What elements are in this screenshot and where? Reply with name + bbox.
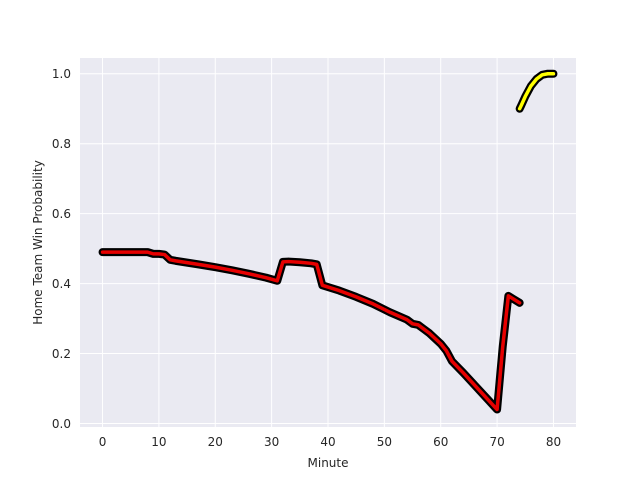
x-tick-label: 70 [489,435,504,449]
x-tick-labels: 0 10 20 30 40 50 60 70 80 [99,435,561,449]
x-tick-label: 50 [377,435,392,449]
x-tick-label: 10 [151,435,166,449]
y-tick-label: 0.0 [52,417,71,431]
x-tick-label: 30 [264,435,279,449]
series-lines [98,69,558,414]
y-tick-label: 0.4 [52,277,71,291]
x-tick-label: 20 [208,435,223,449]
y-tick-labels: 0.0 0.2 0.4 0.6 0.8 1.0 [52,67,71,431]
series-line [100,250,522,412]
gridlines [80,58,576,427]
series-line [517,71,556,111]
y-tick-label: 0.2 [52,347,71,361]
x-tick-label: 60 [433,435,448,449]
x-axis-label: Minute [308,456,349,470]
y-axis-label: Home Team Win Probability [31,160,45,325]
x-tick-label: 0 [99,435,107,449]
y-tick-label: 0.8 [52,137,71,151]
x-tick-label: 40 [320,435,335,449]
y-tick-label: 1.0 [52,67,71,81]
x-tick-label: 80 [546,435,561,449]
y-tick-label: 0.6 [52,207,71,221]
